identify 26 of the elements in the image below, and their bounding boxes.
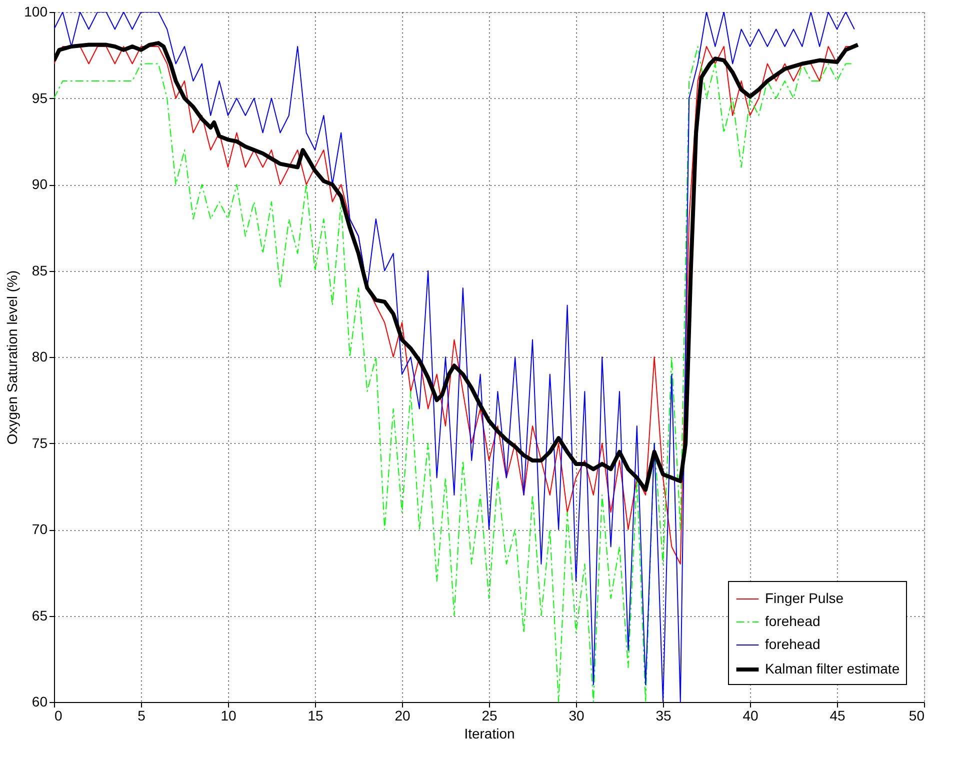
x-tick-label: 20 [394,708,410,724]
x-axis-title: Iteration [464,726,515,742]
x-tick-label: 40 [742,708,758,724]
x-tick-label: 0 [54,708,62,724]
x-tick-label: 10 [220,708,236,724]
y-tick-label: 65 [32,607,48,624]
y-tick-label: 75 [32,434,48,451]
legend-label: Kalman filter estimate [765,660,900,676]
y-tick-label: 80 [32,348,48,364]
legend-label: forehead [765,613,820,629]
x-tick-label: 45 [830,708,846,724]
y-tick-label: 60 [32,694,48,710]
y-tick-label: 100 [24,4,48,20]
legend-label: forehead [765,636,820,652]
x-tick-label: 50 [908,708,925,724]
y-tick-label: 95 [32,90,48,106]
x-tick-label: 30 [568,708,584,724]
y-tick-label: 70 [32,521,48,537]
x-tick-label: 35 [656,708,672,724]
legend-label: Finger Pulse [765,590,844,606]
x-tick-label: 15 [308,708,324,724]
y-axis-title: Oxygen Saturation level (%) [4,270,20,445]
y-tick-label: 90 [32,176,48,192]
x-tick-label: 25 [482,708,498,724]
x-tick-label: 5 [138,708,146,724]
y-tick-label: 85 [32,262,48,278]
